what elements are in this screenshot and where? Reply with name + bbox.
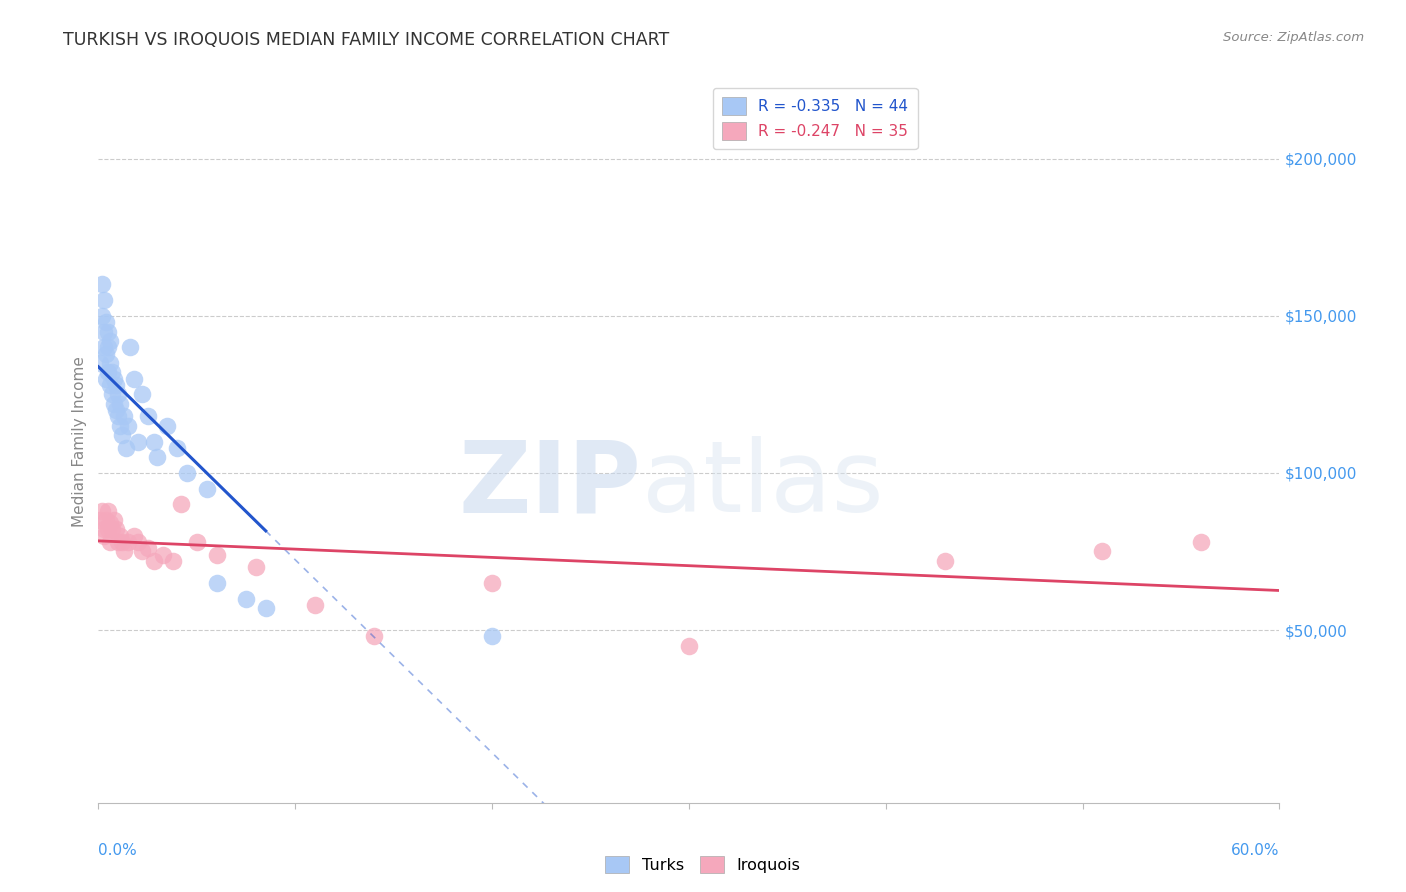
Point bbox=[96, 513, 118, 527]
Point bbox=[127, 535, 149, 549]
Point bbox=[107, 387, 129, 401]
Point bbox=[97, 325, 120, 339]
Point bbox=[108, 529, 131, 543]
Point bbox=[117, 535, 139, 549]
Point bbox=[93, 529, 115, 543]
Point bbox=[98, 516, 121, 531]
Point bbox=[678, 639, 700, 653]
Point bbox=[186, 535, 208, 549]
Text: Source: ZipAtlas.com: Source: ZipAtlas.com bbox=[1223, 31, 1364, 45]
Point bbox=[122, 529, 145, 543]
Point bbox=[146, 450, 169, 465]
Text: TURKISH VS IROQUOIS MEDIAN FAMILY INCOME CORRELATION CHART: TURKISH VS IROQUOIS MEDIAN FAMILY INCOME… bbox=[63, 31, 669, 49]
Point bbox=[103, 372, 125, 386]
Point bbox=[101, 366, 124, 380]
Point bbox=[107, 409, 129, 424]
Point bbox=[103, 397, 125, 411]
Point bbox=[235, 591, 257, 606]
Point bbox=[195, 482, 218, 496]
Point bbox=[166, 441, 188, 455]
Point bbox=[89, 513, 111, 527]
Point bbox=[934, 554, 956, 568]
Point bbox=[245, 560, 267, 574]
Point bbox=[91, 309, 114, 323]
Point bbox=[481, 575, 503, 590]
Point bbox=[254, 601, 277, 615]
Point bbox=[117, 418, 139, 433]
Point bbox=[111, 428, 134, 442]
Point bbox=[152, 548, 174, 562]
Text: 0.0%: 0.0% bbox=[98, 843, 138, 857]
Point bbox=[127, 434, 149, 449]
Point bbox=[98, 378, 121, 392]
Point bbox=[91, 277, 114, 292]
Point bbox=[481, 629, 503, 643]
Point bbox=[97, 503, 120, 517]
Point bbox=[96, 315, 118, 329]
Point bbox=[142, 434, 165, 449]
Point bbox=[93, 293, 115, 308]
Point bbox=[111, 535, 134, 549]
Point bbox=[105, 403, 128, 417]
Text: ZIP: ZIP bbox=[458, 436, 641, 533]
Point bbox=[98, 535, 121, 549]
Point bbox=[115, 441, 138, 455]
Text: 60.0%: 60.0% bbox=[1232, 843, 1279, 857]
Point bbox=[98, 356, 121, 370]
Point bbox=[131, 544, 153, 558]
Point bbox=[96, 346, 118, 360]
Point bbox=[1091, 544, 1114, 558]
Point bbox=[108, 397, 131, 411]
Point bbox=[93, 325, 115, 339]
Point bbox=[112, 409, 135, 424]
Point bbox=[131, 387, 153, 401]
Point bbox=[103, 513, 125, 527]
Point bbox=[136, 409, 159, 424]
Point bbox=[304, 598, 326, 612]
Point bbox=[108, 418, 131, 433]
Point bbox=[89, 356, 111, 370]
Y-axis label: Median Family Income: Median Family Income bbox=[72, 356, 87, 527]
Point bbox=[112, 544, 135, 558]
Point bbox=[1189, 535, 1212, 549]
Legend: Turks, Iroquois: Turks, Iroquois bbox=[599, 849, 807, 880]
Point bbox=[97, 523, 120, 537]
Point bbox=[91, 503, 114, 517]
Point bbox=[97, 340, 120, 354]
Point bbox=[205, 548, 228, 562]
Point bbox=[170, 497, 193, 511]
Point bbox=[96, 372, 118, 386]
Point bbox=[105, 378, 128, 392]
Point bbox=[162, 554, 184, 568]
Point bbox=[93, 523, 115, 537]
Point bbox=[122, 372, 145, 386]
Point bbox=[142, 554, 165, 568]
Point bbox=[205, 575, 228, 590]
Point bbox=[176, 466, 198, 480]
Point bbox=[156, 418, 179, 433]
Point bbox=[98, 334, 121, 348]
Point bbox=[93, 340, 115, 354]
Point bbox=[101, 523, 124, 537]
Point bbox=[118, 340, 141, 354]
Point bbox=[101, 387, 124, 401]
Point bbox=[97, 366, 120, 380]
Point bbox=[136, 541, 159, 556]
Legend: R = -0.335   N = 44, R = -0.247   N = 35: R = -0.335 N = 44, R = -0.247 N = 35 bbox=[713, 88, 918, 149]
Point bbox=[107, 535, 129, 549]
Point bbox=[105, 523, 128, 537]
Point bbox=[363, 629, 385, 643]
Text: atlas: atlas bbox=[641, 436, 883, 533]
